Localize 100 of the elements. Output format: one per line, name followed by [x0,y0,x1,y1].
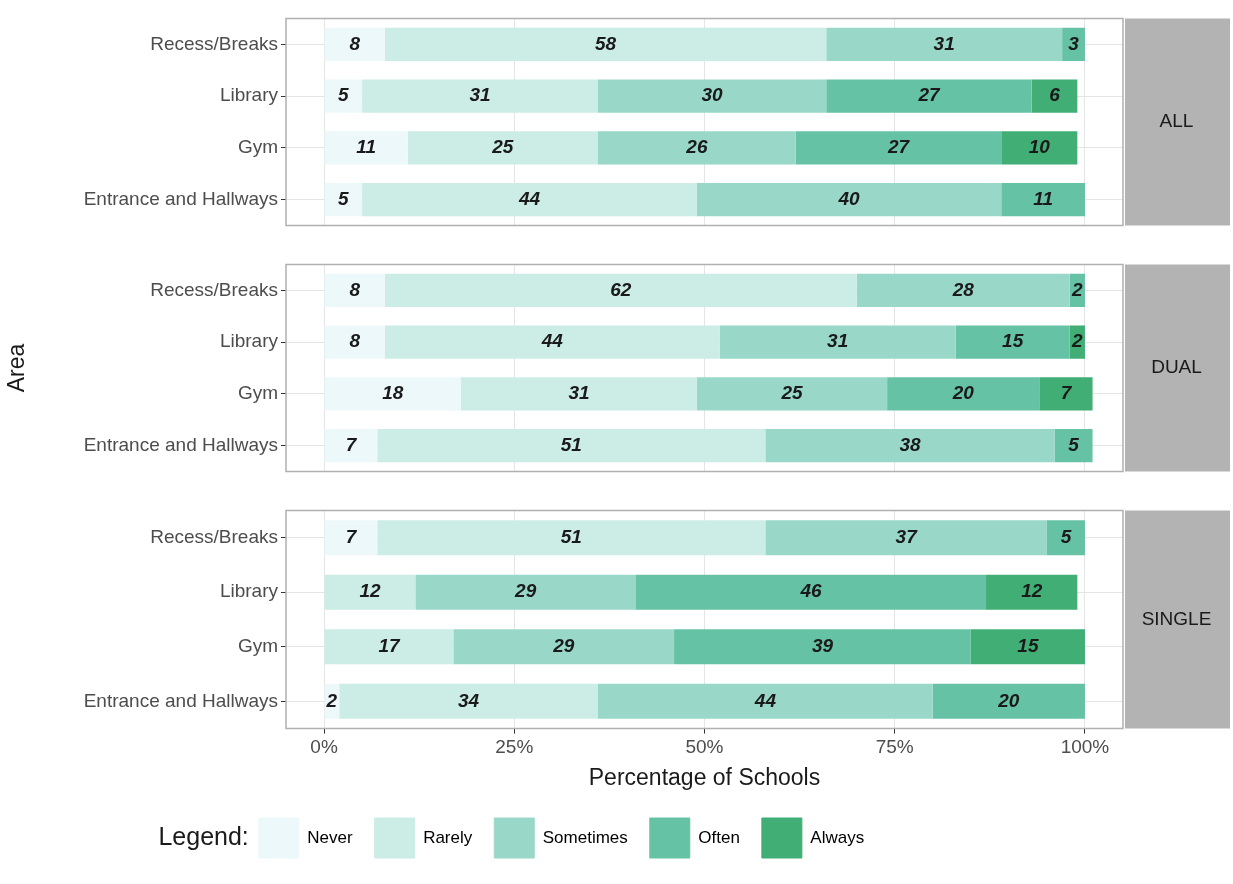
bar [324,520,378,556]
bar [597,683,933,719]
legend-label: Rarely [423,827,473,847]
data-label: 2 [325,689,338,711]
bar [887,377,1040,411]
bar [1046,520,1085,556]
data-label: 8 [349,278,361,300]
data-label: 15 [1017,635,1039,657]
data-label: 51 [560,525,582,547]
bar [597,131,796,165]
data-label: 44 [540,330,564,352]
text: DUAL [1151,356,1202,378]
data-label: 44 [753,689,777,711]
x-tick-label: 25% [495,736,534,758]
bar [324,429,378,463]
data-label: 31 [827,330,849,352]
bar [324,273,385,307]
data-label: 28 [951,278,975,300]
bar [324,79,363,113]
data-label: 20 [997,689,1020,711]
y-tick-label: Recess/Breaks [150,278,278,300]
bar [765,520,1047,556]
data-label: 2 [1071,330,1084,352]
data-label: 26 [685,136,708,158]
bar [597,79,827,113]
bar [377,520,766,556]
y-tick-label: Entrance and Hallways [83,433,278,455]
bar [324,325,385,359]
y-tick-label: Library [219,84,279,106]
data-label: 37 [895,525,919,547]
bar [377,429,766,463]
data-label: 8 [349,32,361,54]
data-label: 31 [469,84,491,106]
data-label: 20 [951,382,975,404]
bar [795,131,1002,165]
y-tick-label: Gym [237,136,278,158]
y-tick-label: Recess/Breaks [150,525,278,547]
data-label: 25 [491,136,514,158]
data-label: 29 [552,635,575,657]
text: ALL [1159,110,1194,132]
bar [384,273,857,307]
data-label: 34 [458,689,480,711]
bar [384,325,720,359]
data-label: 51 [560,433,582,455]
data-label: 8 [349,330,361,352]
data-label: 11 [1033,187,1053,209]
data-label: 15 [1002,330,1024,352]
bar [674,629,971,665]
data-label: 46 [799,580,823,602]
data-label: 5 [338,187,350,209]
data-label: 10 [1028,136,1051,158]
bar [719,325,956,359]
bar [362,79,598,113]
bar [696,377,888,411]
data-label: 25 [780,382,803,404]
bar [453,629,675,665]
data-label: 7 [345,433,358,455]
legend-title: Legend: [158,821,249,850]
text: SINGLE [1141,607,1212,629]
data-label: 12 [1021,580,1043,602]
data-label: 12 [359,580,381,602]
bar [324,377,462,411]
bar [415,574,637,610]
bar [1031,79,1078,113]
y-tick-label: Gym [237,635,278,657]
bar [1039,377,1093,411]
bar [407,131,598,165]
bar [324,183,363,217]
data-label: 5 [1060,525,1072,547]
legend-label: Often [698,827,740,847]
data-label: 18 [382,382,404,404]
y-tick-label: Recess/Breaks [150,32,278,54]
bar [324,27,385,61]
legend-label: Always [810,827,865,847]
bar [932,683,1085,719]
y-tick-label: Library [219,580,279,602]
data-label: 30 [701,84,724,106]
bar [339,683,598,719]
bar [461,377,697,411]
bar [1054,429,1093,463]
y-axis-title: Area [3,343,30,393]
data-label: 39 [811,635,834,657]
y-tick-label: Gym [237,382,278,404]
y-tick-label: Entrance and Hallways [83,689,278,711]
bar [765,429,1055,463]
bar [636,574,987,610]
data-label: 5 [338,84,350,106]
data-label: 31 [568,382,590,404]
data-label: 40 [837,187,861,209]
data-label: 31 [933,32,955,54]
bar [696,183,1002,217]
bar [955,325,1070,359]
data-label: 3 [1068,32,1080,54]
legend-label: Sometimes [542,827,628,847]
data-label: 29 [514,580,537,602]
data-label: 7 [1060,382,1073,404]
bar [826,27,1063,61]
bar [970,629,1085,665]
data-label: 58 [595,32,617,54]
bar [1001,183,1085,217]
